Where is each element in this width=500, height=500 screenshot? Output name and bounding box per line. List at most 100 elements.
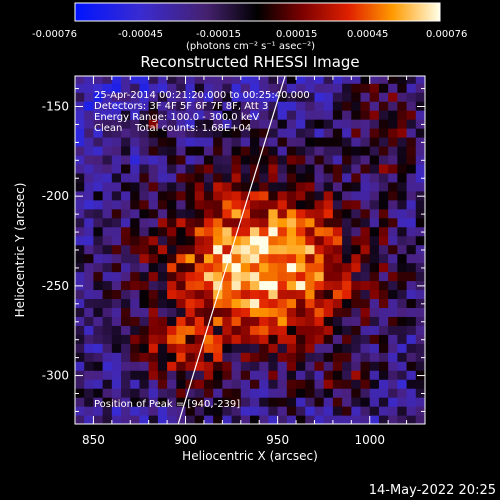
heatmap-cell	[222, 307, 233, 317]
x-tick-label: 950	[266, 433, 289, 447]
heatmap-cell	[268, 208, 279, 219]
heatmap-cell	[148, 280, 159, 291]
heatmap-cell	[250, 370, 260, 380]
heatmap-cell	[314, 154, 325, 165]
heatmap-cell	[332, 190, 343, 201]
heatmap-cell	[268, 83, 279, 93]
heatmap-cell	[176, 154, 187, 165]
heatmap-cell	[222, 325, 233, 335]
heatmap-cell	[277, 262, 288, 273]
heatmap-cell	[378, 208, 389, 219]
heatmap-cell	[203, 217, 214, 228]
heatmap-cell	[397, 325, 408, 335]
heatmap-cell	[250, 343, 260, 353]
heatmap-cell	[130, 370, 141, 380]
heatmap-cell	[176, 101, 187, 111]
heatmap-cell	[369, 289, 380, 300]
heatmap-cell	[213, 128, 223, 138]
heatmap-cell	[93, 307, 104, 317]
heatmap-cell	[84, 406, 95, 416]
heatmap-cell	[148, 388, 159, 398]
heatmap-cell	[314, 325, 325, 335]
heatmap-cell	[176, 262, 187, 273]
heatmap-cell	[102, 379, 113, 389]
heatmap-cell	[342, 101, 352, 111]
heatmap-cell	[406, 388, 417, 398]
heatmap-cell	[314, 397, 325, 407]
heatmap-cell	[130, 217, 141, 228]
heatmap-cell	[332, 253, 343, 264]
heatmap-cell	[157, 406, 168, 416]
heatmap-cell	[84, 92, 95, 102]
heatmap-cell	[75, 154, 85, 165]
heatmap-cell	[250, 101, 260, 111]
heatmap-cell	[250, 397, 260, 407]
heatmap-cell	[277, 307, 288, 317]
heatmap-cell	[194, 316, 205, 326]
heatmap-cell	[185, 128, 196, 138]
heatmap-cell	[84, 145, 95, 156]
heatmap-cell	[286, 253, 297, 264]
heatmap-cell	[360, 388, 371, 398]
heatmap-cell	[194, 110, 205, 120]
heatmap-cell	[222, 406, 233, 416]
heatmap-cell	[369, 361, 380, 371]
heatmap-cell	[139, 83, 150, 93]
heatmap-cell	[203, 92, 214, 102]
heatmap-cell	[250, 128, 260, 138]
heatmap-cell	[213, 199, 223, 210]
heatmap-cell	[176, 298, 187, 309]
heatmap-cell	[148, 128, 159, 138]
heatmap-cell	[250, 289, 260, 300]
heatmap-cell	[231, 271, 242, 282]
heatmap-cell	[286, 388, 297, 398]
heatmap-cell	[388, 361, 398, 371]
heatmap-cell	[360, 83, 371, 93]
heatmap-cell	[194, 235, 205, 246]
heatmap-cell	[351, 316, 362, 326]
heatmap-cell	[130, 379, 141, 389]
heatmap-cell	[259, 280, 270, 291]
heatmap-cell	[130, 298, 141, 309]
heatmap-cell	[323, 199, 334, 210]
heatmap-cell	[296, 307, 306, 317]
heatmap-cell	[286, 217, 297, 228]
annotation-time-range: 25-Apr-2014 00:21:20.000 to 00:25:40.000	[94, 90, 310, 101]
heatmap-cell	[93, 298, 104, 309]
heatmap-cell	[369, 145, 380, 156]
heatmap-cell	[397, 370, 408, 380]
heatmap-cell	[240, 271, 251, 282]
heatmap-cell	[231, 298, 242, 309]
heatmap-cell	[148, 397, 159, 407]
heatmap-cell	[93, 262, 104, 273]
heatmap-cell	[406, 119, 417, 129]
heatmap-cell	[314, 361, 325, 371]
heatmap-cell	[167, 217, 177, 228]
heatmap-cell	[286, 370, 297, 380]
heatmap-cell	[130, 307, 141, 317]
heatmap-cell	[139, 110, 150, 120]
heatmap-cell	[84, 397, 95, 407]
heatmap-cell	[167, 244, 177, 255]
heatmap-cell	[388, 316, 398, 326]
heatmap-cell	[415, 101, 425, 111]
heatmap-cell	[231, 145, 242, 156]
heatmap-cell	[406, 136, 417, 147]
heatmap-cell	[388, 415, 398, 424]
heatmap-cell	[342, 379, 352, 389]
heatmap-cell	[259, 262, 270, 273]
heatmap-cell	[139, 388, 150, 398]
heatmap-cell	[139, 92, 150, 102]
heatmap-cell	[185, 208, 196, 219]
heatmap-cell	[213, 172, 223, 183]
heatmap-cell	[75, 128, 85, 138]
heatmap-cell	[222, 388, 233, 398]
heatmap-cell	[121, 217, 131, 228]
heatmap-cell	[305, 334, 316, 344]
heatmap-cell	[397, 92, 408, 102]
heatmap-cell	[240, 92, 251, 102]
heatmap-cell	[323, 172, 334, 183]
heatmap-cell	[231, 307, 242, 317]
heatmap-cell	[213, 101, 223, 111]
heatmap-cell	[194, 217, 205, 228]
